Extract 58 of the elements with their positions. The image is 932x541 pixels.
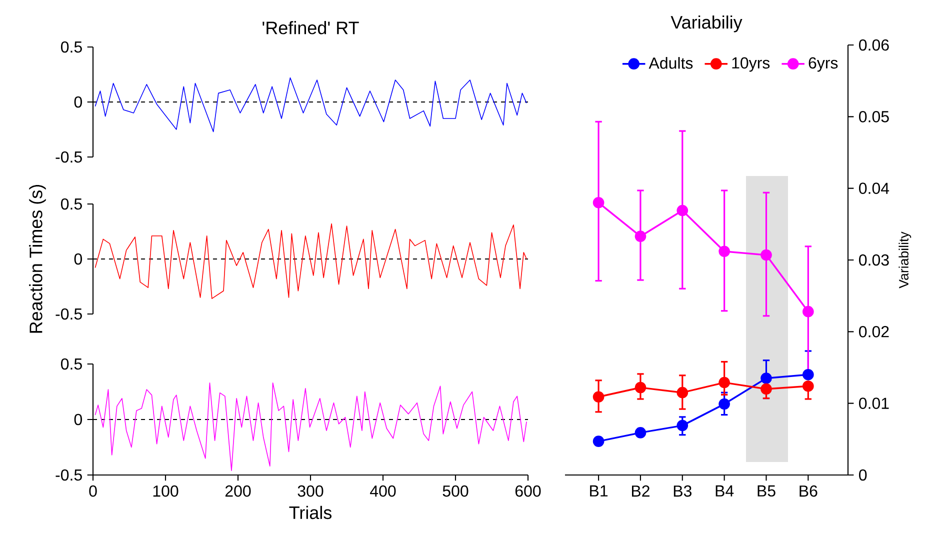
point — [718, 376, 730, 388]
x-tick-label: B3 — [674, 485, 692, 497]
y-tick-label: -0.5 — [56, 308, 82, 320]
x-tick-label: B6 — [800, 485, 818, 497]
point — [592, 196, 604, 208]
point — [676, 204, 688, 216]
legend-label: 6yrs — [808, 57, 838, 72]
point — [634, 230, 646, 242]
y-tick-label: -0.5 — [56, 469, 82, 481]
x-tick-label: 500 — [442, 485, 468, 497]
line-series — [94, 223, 527, 299]
x-tick-label: 600 — [515, 485, 541, 497]
point — [634, 382, 646, 394]
point — [802, 380, 814, 392]
line-series — [94, 77, 527, 132]
y-tick-label: 0.02 — [859, 326, 889, 338]
point — [760, 383, 772, 395]
point — [718, 398, 730, 410]
y-axis-title: Variability — [898, 232, 912, 288]
x-tick-label: B2 — [632, 485, 650, 497]
y-tick-label: -0.5 — [56, 151, 82, 163]
point — [592, 436, 604, 447]
point — [802, 306, 814, 318]
point — [676, 386, 688, 398]
point — [802, 368, 814, 380]
chart-title: Variabiliy — [670, 16, 742, 32]
y-tick-label: 0.06 — [859, 39, 889, 51]
y-tick-label: 0 — [74, 253, 82, 265]
x-tick-label: 300 — [298, 485, 324, 497]
point — [592, 391, 604, 403]
x-tick-label: 200 — [225, 485, 251, 497]
y-tick-label: 0.5 — [60, 358, 82, 370]
y-tick-label: 0.5 — [60, 198, 82, 210]
point — [760, 372, 772, 384]
y-tick-label: 0.04 — [859, 182, 890, 194]
y-tick-label: 0 — [859, 469, 867, 481]
point — [676, 420, 688, 432]
x-axis-title: Trials — [289, 506, 332, 520]
point — [760, 249, 772, 261]
legend-label: 10yrs — [732, 57, 770, 72]
x-tick-label: B5 — [758, 485, 776, 497]
y-tick-label: 0.5 — [60, 41, 82, 53]
x-tick-label: B4 — [716, 485, 734, 496]
x-tick-label: 400 — [370, 485, 396, 497]
y-tick-label: 0.05 — [859, 111, 889, 122]
x-tick-label: 100 — [153, 485, 178, 497]
line-series — [94, 382, 527, 471]
x-tick-label: 0 — [89, 485, 97, 497]
y-axis-title: Reaction Times (s) — [29, 184, 46, 333]
y-tick-label: 0 — [74, 414, 82, 426]
y-tick-label: 0.01 — [859, 398, 889, 409]
legend-label: Adults — [648, 57, 693, 69]
chart-title: 'Refined' RT — [262, 21, 359, 34]
y-tick-label: 0.03 — [859, 254, 889, 266]
point — [634, 427, 646, 438]
point — [718, 246, 730, 258]
y-tick-label: 0 — [74, 96, 82, 108]
x-tick-label: B1 — [590, 485, 608, 496]
